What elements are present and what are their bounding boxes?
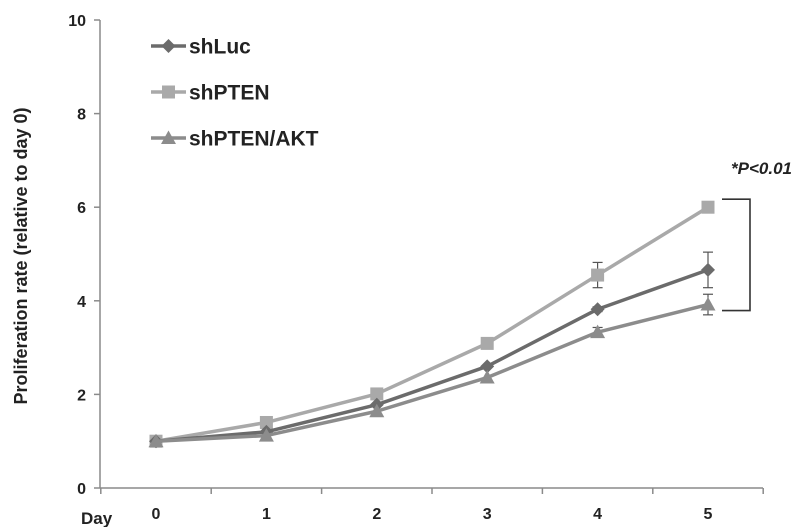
x-tick-label: 4 bbox=[593, 506, 602, 523]
data-point bbox=[479, 370, 495, 384]
x-tick-label: 5 bbox=[704, 506, 713, 523]
y-tick-label: 10 bbox=[68, 13, 86, 30]
data-point bbox=[590, 302, 605, 317]
legend-label: shPTEN/AKT bbox=[189, 128, 319, 151]
x-tick-label: 1 bbox=[262, 506, 271, 523]
legend: shLuc shPTEN shPTEN/AKT bbox=[151, 36, 319, 151]
y-ticks: 0 2 4 6 8 10 bbox=[68, 13, 100, 498]
data-point bbox=[700, 297, 716, 311]
x-ticks: 0 1 2 3 4 5 bbox=[100, 488, 764, 523]
data-point bbox=[258, 428, 274, 442]
series-line bbox=[155, 205, 709, 443]
y-tick-label: 8 bbox=[77, 107, 86, 124]
series-shluc bbox=[149, 251, 715, 449]
bracket-line bbox=[722, 198, 751, 312]
legend-label: shLuc bbox=[189, 36, 251, 59]
legend-label: shPTEN bbox=[189, 82, 270, 105]
y-tick-label: 0 bbox=[77, 481, 86, 498]
data-point bbox=[591, 268, 605, 282]
legend-item: shPTEN/AKT bbox=[151, 128, 319, 151]
x-tick-label: 3 bbox=[483, 506, 492, 523]
legend-marker bbox=[162, 85, 175, 99]
series-layer bbox=[148, 200, 716, 449]
y-tick-label: 6 bbox=[77, 200, 86, 217]
data-point bbox=[148, 433, 164, 448]
data-point bbox=[369, 403, 385, 418]
data-point bbox=[590, 324, 606, 339]
x-tick-label: 0 bbox=[152, 506, 161, 523]
y-tick-label: 2 bbox=[77, 387, 86, 404]
x-tick-label: 2 bbox=[372, 506, 381, 523]
y-axis-label: Proliferation rate (relative to day 0) bbox=[11, 107, 31, 404]
data-point bbox=[701, 262, 715, 277]
data-point bbox=[259, 415, 273, 429]
significance-annotation: *P<0.01 bbox=[731, 159, 792, 178]
data-point bbox=[480, 359, 495, 374]
legend-marker bbox=[161, 39, 176, 53]
series-line bbox=[155, 302, 709, 443]
data-point bbox=[701, 200, 715, 214]
axes: 0 2 4 6 8 10 0 1 2 3 4 5 bbox=[68, 13, 764, 523]
series-shpten-akt bbox=[148, 293, 716, 448]
legend-item: shLuc bbox=[151, 36, 251, 59]
x-axis-label: Day bbox=[81, 509, 113, 527]
legend-item: shPTEN bbox=[151, 82, 270, 105]
significance-bracket: *P<0.01 bbox=[722, 159, 792, 312]
data-point bbox=[370, 387, 384, 401]
y-tick-label: 4 bbox=[77, 294, 86, 311]
legend-marker bbox=[161, 130, 176, 144]
series-line bbox=[155, 268, 709, 443]
data-point bbox=[480, 336, 494, 350]
